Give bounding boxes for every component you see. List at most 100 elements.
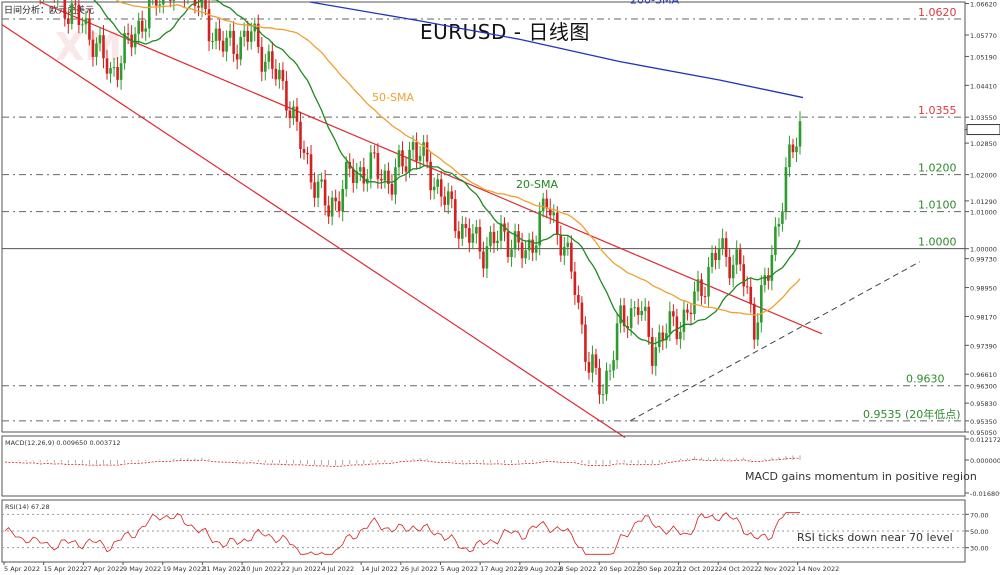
x-tick-label: 15 Apr 2022: [44, 565, 84, 573]
candle-body: [563, 246, 566, 256]
candles-group: [39, 0, 802, 404]
candle-body: [707, 266, 710, 297]
rsi-line: [4, 512, 800, 555]
x-tick-label: 22 Jun 2022: [282, 565, 321, 573]
candle-body: [112, 67, 116, 69]
candle-body: [443, 196, 447, 205]
candle-body: [302, 149, 306, 153]
candle-body: [524, 250, 527, 259]
y-tick-label: 0.96610: [970, 371, 997, 379]
candle-body: [626, 326, 629, 329]
y-tick-label: 0.98950: [970, 285, 997, 293]
candle-body: [672, 311, 675, 317]
candle-body: [468, 228, 471, 243]
candle-body: [228, 31, 232, 38]
candle-body: [63, 0, 67, 19]
x-tick-label: 5 Apr 2022: [4, 565, 40, 573]
candle-body: [703, 296, 707, 298]
sma20-label: 20-SMA: [516, 178, 558, 191]
macd-note: MACD gains momentum in positive region: [745, 470, 977, 483]
candle-body: [126, 33, 130, 35]
candle-body: [358, 167, 362, 172]
candle-body: [482, 251, 485, 269]
candle-body: [770, 254, 774, 281]
price-panel-frame: [1, 1, 966, 433]
y-tick-label: 1.01290: [970, 198, 997, 206]
candle-body: [580, 302, 584, 325]
candle-body: [700, 279, 703, 297]
candle-body: [355, 171, 359, 184]
candle-body: [81, 24, 84, 26]
candle-body: [534, 245, 538, 253]
candle-body: [299, 121, 302, 150]
candle-body: [464, 224, 468, 229]
y-tick-label: 1.02850: [970, 140, 997, 148]
candle-body: [408, 149, 411, 172]
level-label: 1.0000: [918, 236, 957, 249]
candle-body: [541, 198, 545, 212]
candle-body: [735, 249, 738, 265]
level-label: 1.0620: [918, 6, 957, 19]
candle-body: [429, 161, 432, 191]
y-tick-label: 0.98170: [970, 313, 997, 321]
rsi-tick-label: 70.00: [970, 511, 989, 519]
y-tick-label: 0.95350: [970, 418, 997, 426]
candle-body: [390, 183, 394, 195]
chart-title: EURUSD - 日线图: [420, 20, 590, 44]
candle-body: [105, 58, 109, 74]
candle-body: [313, 182, 316, 198]
candle-body: [573, 271, 577, 295]
candle-body: [239, 36, 242, 60]
rsi-tick-label: 50.00: [970, 528, 989, 536]
candle-body: [724, 238, 728, 257]
current-price-box: [966, 124, 1000, 136]
x-tick-label: 24 Oct 2022: [718, 565, 758, 573]
x-tick-label: 26 Jul 2022: [401, 565, 438, 573]
candle-body: [91, 39, 95, 57]
macd-tick-label: 0.012172: [970, 436, 1000, 444]
macd-tick-label: -0.016809: [970, 490, 1000, 498]
candle-body: [84, 18, 88, 25]
macd-title: MACD(12,26,9) 0.009650 0.003712: [5, 439, 121, 447]
candle-body: [661, 332, 665, 341]
candle-body: [288, 110, 292, 119]
y-tick-label: 1.05190: [970, 53, 997, 61]
candle-body: [334, 197, 337, 202]
candle-body: [742, 264, 746, 287]
candle-body: [784, 167, 788, 212]
candle-body: [527, 239, 531, 251]
candle-body: [555, 212, 559, 235]
level-label: 1.0200: [918, 162, 957, 175]
candle-body: [478, 226, 482, 252]
candle-body: [489, 231, 492, 247]
candle-body: [154, 0, 158, 6]
candle-body: [292, 106, 295, 119]
candle-body: [453, 199, 457, 232]
candle-body: [207, 9, 211, 42]
y-tick-label: 1.04410: [970, 82, 997, 90]
candle-body: [411, 141, 415, 150]
candle-body: [738, 249, 742, 265]
candle-body: [622, 305, 626, 327]
candle-body: [256, 23, 260, 47]
x-tick-label: 14 Nov 2022: [798, 565, 840, 573]
candle-body: [200, 0, 204, 8]
candle-body: [218, 28, 221, 41]
candle-body: [351, 168, 355, 184]
candle-body: [221, 40, 225, 52]
candle-body: [795, 146, 798, 153]
rsi-title: RSI(14) 67.28: [5, 503, 50, 511]
candle-body: [327, 205, 330, 217]
candle-body: [401, 150, 404, 167]
candle-body: [88, 18, 91, 40]
candle-body: [506, 231, 510, 257]
candle-body: [387, 170, 390, 184]
candle-body: [320, 179, 323, 182]
candle-body: [686, 309, 689, 313]
sma200-label: 200-SMA: [630, 0, 679, 6]
candle-body: [133, 33, 137, 48]
candle-body: [161, 0, 165, 5]
rsi-note: RSI ticks down near 70 level: [797, 531, 953, 544]
x-tick-label: 14 Jul 2022: [361, 565, 398, 573]
candle-body: [295, 106, 299, 122]
